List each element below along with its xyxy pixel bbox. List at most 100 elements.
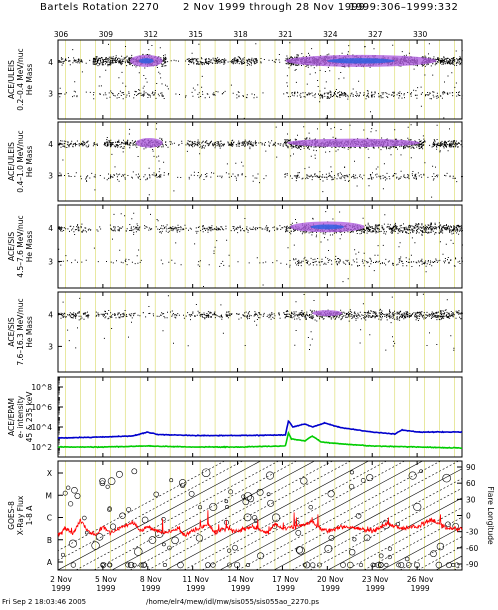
flare-marker xyxy=(317,562,322,568)
chart-title-rotation: Bartels Rotation 2270 xyxy=(40,2,159,13)
panel-4-density-band xyxy=(312,310,343,317)
y2-tick-label: -30 xyxy=(466,528,478,537)
flare-marker xyxy=(310,562,316,568)
flare-marker xyxy=(153,491,159,498)
panel-2-frame xyxy=(57,121,463,202)
electron-series-2 xyxy=(57,430,463,449)
flare-marker xyxy=(60,552,65,557)
x-tick-label-year: 1999 xyxy=(186,584,205,593)
flare-marker xyxy=(387,554,392,560)
flare-marker xyxy=(414,562,420,568)
flare-marker xyxy=(148,536,157,544)
flare-marker xyxy=(435,561,443,569)
panel-4-frame xyxy=(57,291,463,373)
panel-3-points xyxy=(58,211,463,287)
panel-5-ylabel-line-3: 45 & 235 keV xyxy=(25,391,34,443)
flare-marker xyxy=(408,471,417,480)
flare-track xyxy=(345,507,462,570)
flare-marker xyxy=(100,562,105,568)
flare-marker xyxy=(348,483,355,490)
y2-tick-label: -90 xyxy=(466,560,478,569)
flare-track xyxy=(58,461,243,561)
flare-marker xyxy=(138,562,144,568)
flare-marker xyxy=(227,562,232,568)
flare-marker xyxy=(140,561,147,569)
flare-marker xyxy=(295,520,300,525)
flare-marker xyxy=(167,545,172,551)
top-axis-day-label: 315 xyxy=(189,30,204,39)
flare-longitude-tracks xyxy=(58,461,462,570)
flare-track xyxy=(58,461,225,551)
y-tick-label: B xyxy=(47,536,52,545)
flare-marker xyxy=(107,477,116,485)
xray-flux-line xyxy=(57,510,463,537)
panel-2-ylabel: ACE/ULEIS 0.4–1.0 MeV/nuc He Mass xyxy=(7,130,34,192)
panel-1-ylabel-line-1: ACE/ULEIS xyxy=(7,60,16,99)
flare-marker xyxy=(404,556,410,562)
flare-marker xyxy=(65,485,71,490)
flare-marker xyxy=(358,562,364,568)
flare-marker xyxy=(155,529,164,539)
y-tick-label: 10^8 xyxy=(31,383,52,392)
flare-marker xyxy=(100,562,107,568)
flare-marker xyxy=(405,562,412,568)
flare-marker xyxy=(225,505,229,509)
flare-marker xyxy=(303,561,311,569)
panel-4-ylabel: ACE/SIS 7.6–16.3 MeV/nuc He Mass xyxy=(7,298,34,365)
x-tick-label-day: 8 Nov xyxy=(140,575,162,584)
flare-marker xyxy=(205,562,211,568)
flare-track xyxy=(111,461,315,570)
y-tick-label: C xyxy=(47,514,52,523)
panel-3-density-core xyxy=(310,224,345,230)
flare-track xyxy=(58,461,261,570)
x-tick-label-day: 17 Nov xyxy=(272,575,299,584)
flare-marker xyxy=(228,489,234,495)
panel-5-ylabel: ACE/EPAM e- intensity 45 & 235 keV xyxy=(7,391,34,443)
flare-marker xyxy=(161,542,166,547)
flare-marker xyxy=(257,552,264,560)
flare-track xyxy=(93,461,297,570)
flare-marker xyxy=(241,494,246,499)
flare-marker xyxy=(295,529,302,536)
flare-longitude-text: Flare Longitude xyxy=(486,486,495,545)
flare-marker xyxy=(377,562,384,568)
flare-marker xyxy=(107,506,112,511)
flare-marker xyxy=(161,516,166,522)
panel-2-density-band xyxy=(135,138,163,148)
panel-2-ylabel-line-3: He Mass xyxy=(25,146,34,178)
panel-5-frame xyxy=(57,376,463,458)
flare-marker xyxy=(142,562,148,568)
footer-timestamp: Fri Sep 2 18:03:46 2005 xyxy=(2,598,86,606)
flare-track xyxy=(75,461,279,570)
flare-marker xyxy=(300,477,308,485)
panel-6-ylabel-line-2: X-Ray Flux xyxy=(16,495,25,535)
y-tick-label: A xyxy=(47,558,53,567)
panel-1-density-core xyxy=(326,58,396,64)
panel-3-frame xyxy=(57,204,463,289)
flare-marker xyxy=(68,501,74,507)
top-axis-day-label: 318 xyxy=(233,30,248,39)
panel-1-dot-cloud xyxy=(58,42,463,119)
flare-marker xyxy=(115,470,123,478)
y-tick-label: 4 xyxy=(48,58,53,67)
flare-marker xyxy=(256,488,264,496)
flare-track xyxy=(129,461,333,570)
flare-marker xyxy=(128,561,135,569)
y-tick-label: 3 xyxy=(48,342,53,351)
flare-marker xyxy=(227,548,232,553)
x-tick-label-day: 23 Nov xyxy=(362,575,389,584)
panel-4-ylabel-line-3: He Mass xyxy=(25,316,34,348)
panel-2-density-band xyxy=(286,138,421,148)
flare-marker xyxy=(107,507,112,512)
flare-marker xyxy=(99,477,106,485)
flare-marker xyxy=(451,562,456,568)
flare-marker xyxy=(430,550,437,558)
panel-6-ylabel-line-1: GOES-8 xyxy=(7,501,16,530)
flare-marker xyxy=(445,521,451,528)
panel-3-ylabel-line-3: He Mass xyxy=(25,231,34,263)
chart-title-doy: 1999:306–1999:332 xyxy=(349,2,458,13)
flare-marker xyxy=(328,535,335,541)
flare-marker xyxy=(349,470,354,475)
chart-title-dates: 2 Nov 1999 through 28 Nov 1999 xyxy=(183,2,365,13)
